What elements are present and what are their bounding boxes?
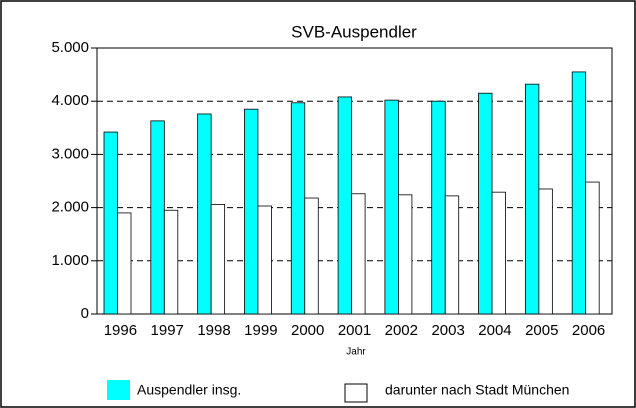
bar: [478, 92, 493, 315]
bar: [444, 195, 460, 315]
legend-label: darunter nach Stadt München: [385, 382, 569, 398]
bar: [117, 212, 132, 315]
legend-swatch: [344, 383, 368, 403]
bar: [351, 193, 366, 315]
y-tick-label: 1.000: [51, 252, 89, 269]
bar: [538, 188, 553, 315]
x-tick-label: 1996: [104, 322, 137, 339]
y-tick-label: 2.000: [51, 199, 89, 216]
bar: [337, 96, 352, 315]
x-tick-label: 2000: [291, 322, 324, 339]
y-tick-label: 0: [81, 305, 89, 322]
y-tick-label: 5.000: [51, 39, 89, 56]
x-tick-label: 2003: [431, 322, 464, 339]
bar: [244, 108, 259, 315]
bar: [290, 102, 306, 315]
bar: [384, 99, 399, 315]
bar: [585, 181, 600, 315]
bar: [304, 197, 319, 315]
x-tick-label: 1999: [244, 322, 277, 339]
bar: [197, 113, 212, 315]
x-tick-label: 2006: [572, 322, 605, 339]
bar: [103, 131, 118, 315]
y-tick-label: 4.000: [51, 92, 89, 109]
bar: [150, 120, 165, 315]
bar: [163, 209, 179, 315]
y-tick-label: 3.000: [51, 145, 89, 162]
bar: [431, 100, 446, 315]
bar: [398, 194, 413, 315]
chart-title: SVB-Auspendler: [291, 22, 417, 41]
x-tick-label: 2001: [338, 322, 371, 339]
bar: [524, 83, 540, 315]
legend-swatch: [107, 380, 130, 400]
x-tick-label: 1998: [197, 322, 230, 339]
x-axis-label: Jahr: [346, 347, 366, 358]
bar: [491, 191, 506, 315]
x-tick-label: 1997: [151, 322, 184, 339]
x-tick-label: 2004: [478, 322, 511, 339]
bar: [257, 205, 272, 315]
bar: [571, 71, 587, 315]
x-tick-label: 2002: [385, 322, 418, 339]
x-tick-label: 2005: [525, 322, 558, 339]
bar: [210, 204, 226, 315]
legend-label: Auspendler insg.: [137, 382, 241, 398]
